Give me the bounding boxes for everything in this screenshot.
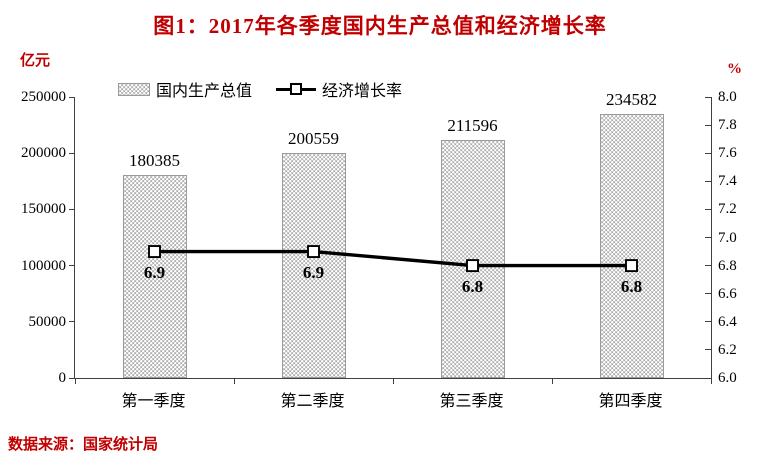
plot-area: 180385 200559 211596 234582 6.9 6.9 6.8 6.8 <box>69 91 712 384</box>
legend-bar-swatch <box>118 82 150 96</box>
right-tick-label: 6.6 <box>718 285 737 302</box>
right-tick-mark <box>705 349 711 351</box>
growth-line-svg <box>148 245 638 273</box>
x-tick-mark <box>710 378 712 384</box>
left-tick-mark <box>69 265 75 267</box>
left-tick-mark <box>69 377 75 379</box>
right-tick-label: 8.0 <box>718 89 737 105</box>
right-tick-mark <box>705 265 711 267</box>
right-tick-label: 6.8 <box>718 257 737 274</box>
right-tick-label: 7.4 <box>718 173 737 190</box>
left-tick-label: 200000 <box>21 145 66 162</box>
right-tick-mark <box>705 180 711 182</box>
right-tick-label: 6.2 <box>718 341 737 358</box>
right-tick-label: 6.4 <box>718 313 737 330</box>
rate-label: 6.9 <box>302 262 325 282</box>
left-tick-label: 0 <box>58 370 67 386</box>
left-tick-label: 150000 <box>21 201 66 218</box>
x-tick-mark <box>74 378 76 384</box>
left-tick-label: 50000 <box>28 313 67 330</box>
legend-item-growth: 经济增长率 <box>276 77 402 101</box>
rate-label: 6.8 <box>461 276 484 296</box>
rate-label: 6.8 <box>620 276 643 296</box>
bar-value-label: 180385 <box>129 151 180 171</box>
source-note: 数据来源：国家统计局 <box>8 437 159 453</box>
left-tick-mark <box>69 208 75 210</box>
bar <box>281 152 346 378</box>
left-tick-label: 250000 <box>21 89 66 105</box>
x-tick-mark <box>233 378 235 384</box>
chart-title: 图1：2017年各季度国内生产总值和经济增长率 <box>153 14 607 38</box>
right-tick-label: 6.0 <box>718 370 737 386</box>
left-axis-unit: 亿元 <box>20 53 51 69</box>
line-marker <box>307 245 320 259</box>
line-marker <box>148 245 161 259</box>
legend-item-gdp: 国内生产总值 <box>118 77 252 101</box>
right-tick-label: 7.6 <box>718 145 737 162</box>
line-marker <box>466 259 479 273</box>
left-tick-label: 100000 <box>21 257 66 274</box>
right-tick-mark <box>705 321 711 323</box>
right-tick-label: 7.2 <box>718 201 737 218</box>
bar <box>440 140 505 378</box>
legend: 国内生产总值 经济增长率 <box>118 77 402 101</box>
right-tick-mark <box>705 208 711 210</box>
legend-line-marker <box>290 83 303 95</box>
rate-label: 6.9 <box>143 262 166 282</box>
growth-line <box>154 249 632 268</box>
legend-bar-label: 国内生产总值 <box>156 83 253 100</box>
x-tick-mark <box>392 378 394 384</box>
right-tick-mark <box>705 377 711 379</box>
legend-line-label: 经济增长率 <box>322 83 403 100</box>
right-tick-label: 7.0 <box>718 229 737 246</box>
right-axis-unit: % <box>727 61 742 77</box>
x-axis-label: 第三季度 <box>439 393 504 410</box>
x-axis-label: 第一季度 <box>121 393 186 410</box>
right-tick-mark <box>705 96 711 98</box>
legend-line-sample <box>276 83 317 95</box>
line-marker <box>625 259 638 273</box>
right-tick-mark <box>705 124 711 126</box>
left-tick-mark <box>69 96 75 98</box>
right-tick-label: 7.8 <box>718 117 737 134</box>
bar-value-label: 200559 <box>288 128 339 148</box>
x-axis-label: 第二季度 <box>280 393 345 410</box>
x-tick-mark <box>551 378 553 384</box>
x-axis-label: 第四季度 <box>598 393 663 410</box>
bar <box>599 114 664 378</box>
left-tick-mark <box>69 321 75 323</box>
right-tick-mark <box>705 237 711 238</box>
bar-value-label: 234582 <box>606 90 657 110</box>
right-tick-mark <box>705 293 711 295</box>
right-tick-mark <box>705 152 711 154</box>
left-tick-mark <box>69 152 75 154</box>
bar-value-label: 211596 <box>447 116 498 136</box>
bar <box>122 175 187 378</box>
